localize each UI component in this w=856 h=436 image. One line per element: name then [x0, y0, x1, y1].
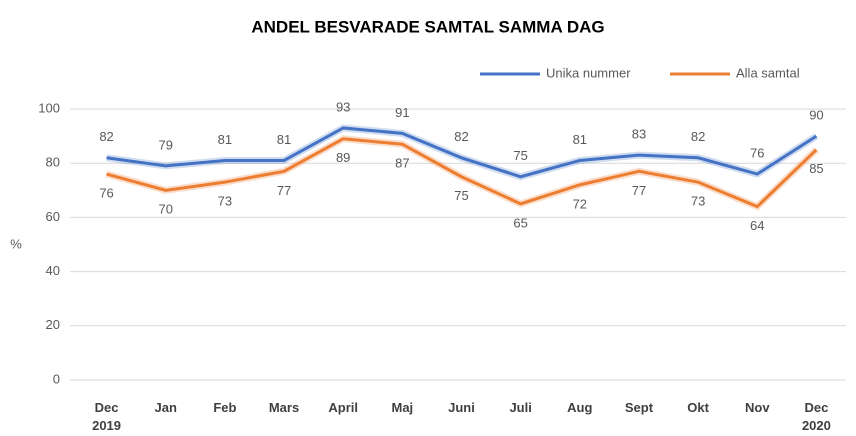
- data-label: 83: [632, 127, 646, 142]
- y-tick-label: 40: [46, 263, 60, 278]
- data-label: 76: [99, 185, 113, 200]
- data-label: 72: [573, 196, 587, 211]
- y-axis-label: %: [10, 236, 22, 251]
- data-label: 93: [336, 99, 350, 114]
- chart-title: ANDEL BESVARADE SAMTAL SAMMA DAG: [251, 17, 604, 36]
- x-tick-label: Mars: [268, 400, 300, 415]
- data-label: 81: [277, 132, 291, 147]
- legend-label: Unika nummer: [546, 65, 631, 80]
- data-label: 64: [750, 218, 764, 233]
- x-tick-label: Sept: [624, 400, 654, 415]
- y-tick-label: 20: [46, 317, 60, 332]
- data-label: 90: [809, 108, 823, 123]
- data-label: 87: [395, 156, 409, 171]
- data-label: 75: [454, 188, 468, 203]
- x-tick-label: Juli: [509, 400, 532, 415]
- series-line: [106, 137, 818, 209]
- x-tick-label: Juni: [448, 400, 475, 415]
- data-label: 76: [750, 145, 764, 160]
- data-label: 65: [513, 215, 527, 230]
- y-tick-label: 80: [46, 155, 60, 170]
- x-tick-label: Dec 2019: [92, 400, 122, 433]
- data-label: 89: [336, 150, 350, 165]
- data-label: 79: [158, 137, 172, 152]
- x-tick-label: Aug: [567, 400, 593, 415]
- data-label: 70: [158, 202, 172, 217]
- x-tick-label: Feb: [213, 400, 237, 415]
- x-tick-label: Jan: [154, 400, 177, 415]
- series-line: [106, 126, 818, 179]
- data-label: 85: [809, 161, 823, 176]
- y-tick-label: 60: [46, 209, 60, 224]
- x-tick-label: Okt: [687, 400, 709, 415]
- data-label: 81: [218, 132, 232, 147]
- data-label: 77: [632, 183, 646, 198]
- data-label: 82: [99, 129, 113, 144]
- data-label: 82: [454, 129, 468, 144]
- x-tick-label: April: [328, 400, 358, 415]
- y-tick-label: 0: [53, 371, 60, 386]
- data-label: 81: [573, 132, 587, 147]
- x-tick-label: Maj: [391, 400, 414, 415]
- data-label: 73: [218, 194, 232, 209]
- data-label: 77: [277, 183, 291, 198]
- data-label: 73: [691, 194, 705, 209]
- legend-label: Alla samtal: [736, 65, 800, 80]
- y-tick-label: 100: [38, 100, 60, 115]
- data-label: 91: [395, 105, 409, 120]
- data-label: 75: [513, 148, 527, 163]
- x-tick-label: Dec 2020: [801, 400, 831, 433]
- data-label: 82: [691, 129, 705, 144]
- x-tick-label: Nov: [744, 400, 770, 415]
